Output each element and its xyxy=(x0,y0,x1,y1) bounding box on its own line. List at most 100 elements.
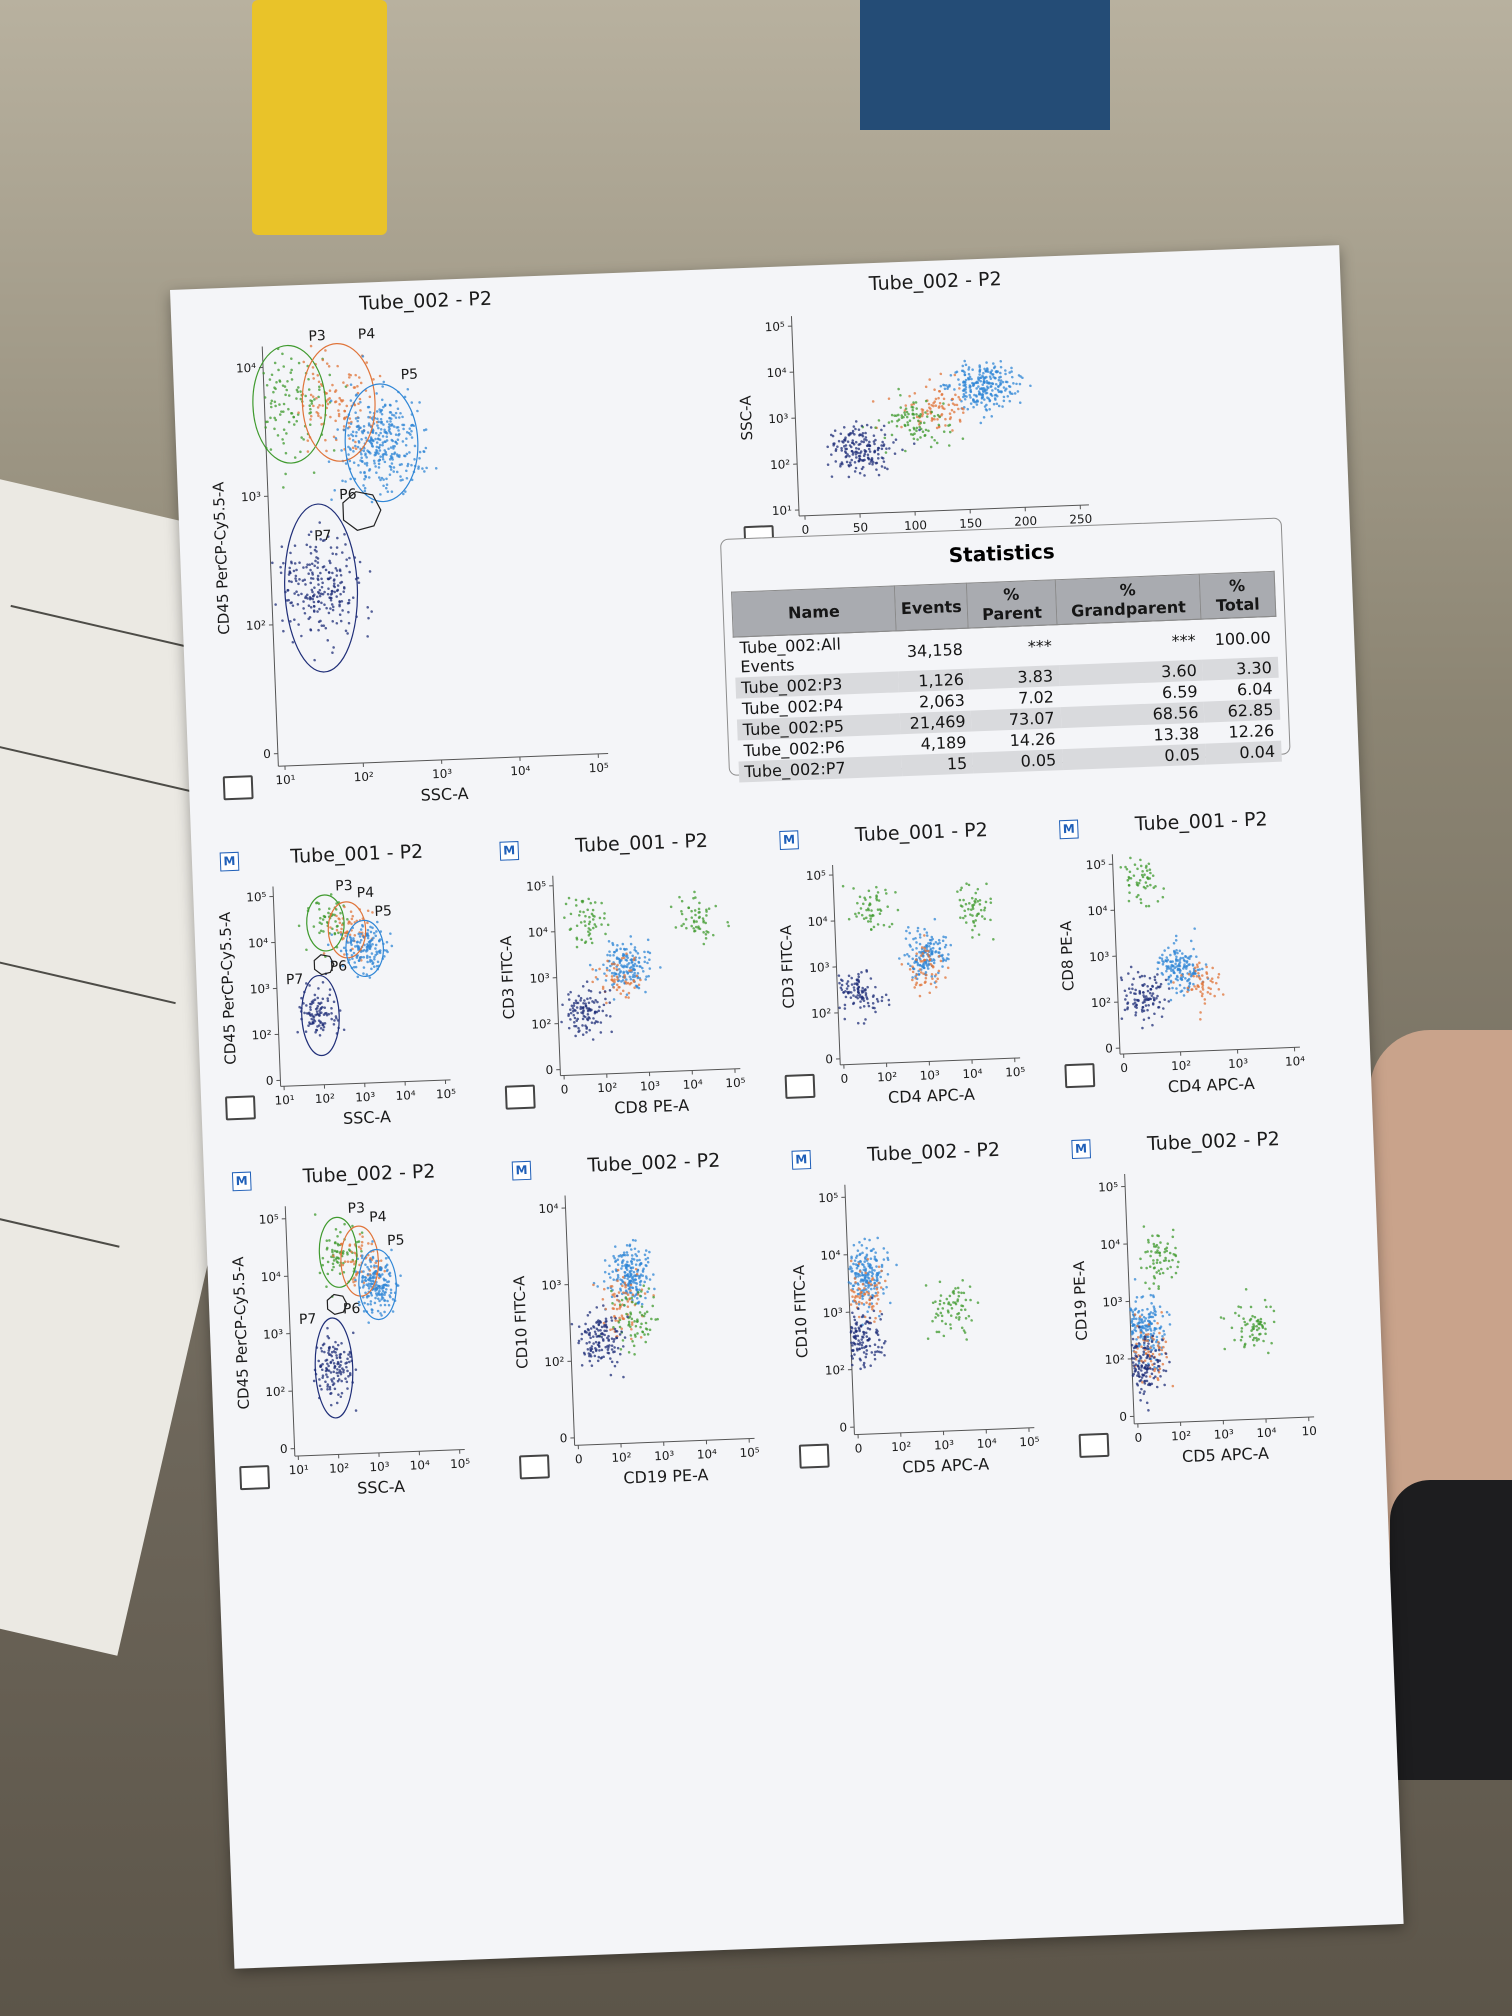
event-point-p6 xyxy=(577,1325,581,1328)
event-point-p3 xyxy=(964,921,968,924)
zoom-box-icon[interactable] xyxy=(1064,1063,1096,1089)
event-point-p5 xyxy=(346,426,350,430)
event-point-p3 xyxy=(903,413,907,417)
event-point-p5 xyxy=(1170,963,1174,967)
event-point-p4 xyxy=(614,1319,617,1322)
event-point-p4 xyxy=(351,1278,355,1281)
event-point-p6 xyxy=(328,993,332,997)
event-point-p5 xyxy=(348,958,351,961)
event-point-p4 xyxy=(628,1297,631,1301)
event-point-p4 xyxy=(911,965,914,968)
event-point-p4 xyxy=(1135,1342,1138,1346)
event-point-p5 xyxy=(1156,961,1160,964)
event-point-p6 xyxy=(311,573,315,576)
zoom-box-icon[interactable] xyxy=(518,1454,550,1480)
event-point-p5 xyxy=(374,465,377,468)
event-point-p3 xyxy=(957,1294,961,1298)
event-point-p6 xyxy=(880,447,884,451)
event-point-p5 xyxy=(1136,1311,1140,1314)
event-point-p6 xyxy=(340,1391,344,1395)
event-point-p4 xyxy=(930,419,934,422)
event-point-p3 xyxy=(297,924,301,928)
event-point-p6 xyxy=(845,460,849,464)
event-point-p5 xyxy=(386,1299,389,1303)
event-point-p3 xyxy=(877,899,881,902)
zoom-box-icon[interactable] xyxy=(224,1095,256,1121)
event-point-p6 xyxy=(586,1348,590,1351)
event-point-p6 xyxy=(622,1375,625,1379)
event-point-p6 xyxy=(1131,987,1134,991)
event-point-p3 xyxy=(697,926,700,930)
event-point-p5 xyxy=(1161,962,1165,966)
event-point-p5 xyxy=(916,963,920,967)
event-point-p6 xyxy=(589,996,592,1000)
event-point-p5 xyxy=(1005,387,1008,391)
event-point-p6 xyxy=(326,1362,329,1366)
event-point-p5 xyxy=(921,955,925,958)
event-point-p5 xyxy=(617,957,620,960)
event-point-p4 xyxy=(624,980,627,984)
event-point-p6 xyxy=(348,570,351,574)
zoom-box-icon[interactable] xyxy=(504,1084,536,1110)
event-point-p6 xyxy=(321,1376,324,1379)
event-point-p4 xyxy=(1203,1002,1207,1005)
event-point-p6 xyxy=(336,588,340,592)
event-point-p4 xyxy=(911,970,915,974)
event-point-p3 xyxy=(701,917,705,920)
event-point-p5 xyxy=(350,433,353,436)
event-point-p3 xyxy=(965,882,968,885)
event-point-p6 xyxy=(1156,1358,1159,1362)
event-point-p5 xyxy=(412,424,416,428)
event-point-p6 xyxy=(338,1356,342,1360)
event-point-p5 xyxy=(1140,1319,1143,1322)
event-point-p6 xyxy=(1132,1364,1136,1367)
event-point-p6 xyxy=(869,426,873,429)
event-point-p5 xyxy=(363,470,366,474)
event-point-p5 xyxy=(964,391,968,394)
event-point-p5 xyxy=(643,1253,647,1257)
event-point-p6 xyxy=(859,1006,862,1009)
event-point-p4 xyxy=(348,1243,352,1246)
event-point-p3 xyxy=(983,917,987,921)
zoom-box-icon[interactable] xyxy=(222,775,254,801)
event-point-p3 xyxy=(593,923,597,926)
event-point-p6 xyxy=(887,1003,891,1007)
event-point-p3 xyxy=(876,891,880,894)
event-point-p4 xyxy=(1156,1321,1159,1325)
event-point-p5 xyxy=(635,1288,638,1292)
event-point-p6 xyxy=(850,1354,854,1358)
zoom-box-icon[interactable] xyxy=(239,1465,271,1491)
event-point-p4 xyxy=(1201,986,1204,989)
event-point-p5 xyxy=(382,380,386,384)
event-point-p6 xyxy=(1143,1366,1146,1370)
event-point-p6 xyxy=(855,1323,858,1326)
event-point-p3 xyxy=(865,908,868,912)
event-point-p6 xyxy=(857,980,861,984)
event-point-p5 xyxy=(1158,1305,1162,1308)
event-point-p4 xyxy=(867,1281,871,1285)
event-point-p6 xyxy=(858,1347,861,1351)
event-point-p6 xyxy=(327,571,331,574)
zoom-box-icon[interactable] xyxy=(784,1073,816,1099)
event-point-p5 xyxy=(629,942,633,946)
event-point-p5 xyxy=(395,470,399,474)
event-point-p6 xyxy=(870,1351,874,1354)
event-point-p5 xyxy=(369,925,372,929)
event-point-p3 xyxy=(283,385,287,388)
event-point-p5 xyxy=(882,1258,886,1261)
event-point-p6 xyxy=(341,551,344,554)
x-tick-label: 10⁴ xyxy=(682,1077,703,1092)
event-point-p5 xyxy=(864,1268,867,1272)
event-point-p4 xyxy=(615,1307,619,1311)
event-point-p6 xyxy=(318,1384,322,1388)
zoom-box-icon[interactable] xyxy=(798,1443,830,1469)
event-point-p3 xyxy=(900,414,904,417)
event-point-p5 xyxy=(875,1259,879,1262)
event-point-p6 xyxy=(599,1031,603,1034)
event-point-p6 xyxy=(1146,984,1149,988)
event-point-p6 xyxy=(1164,978,1168,982)
event-point-p3 xyxy=(594,925,598,928)
event-point-p6 xyxy=(873,1343,877,1347)
event-point-p5 xyxy=(633,1247,637,1251)
event-point-p5 xyxy=(631,954,635,958)
